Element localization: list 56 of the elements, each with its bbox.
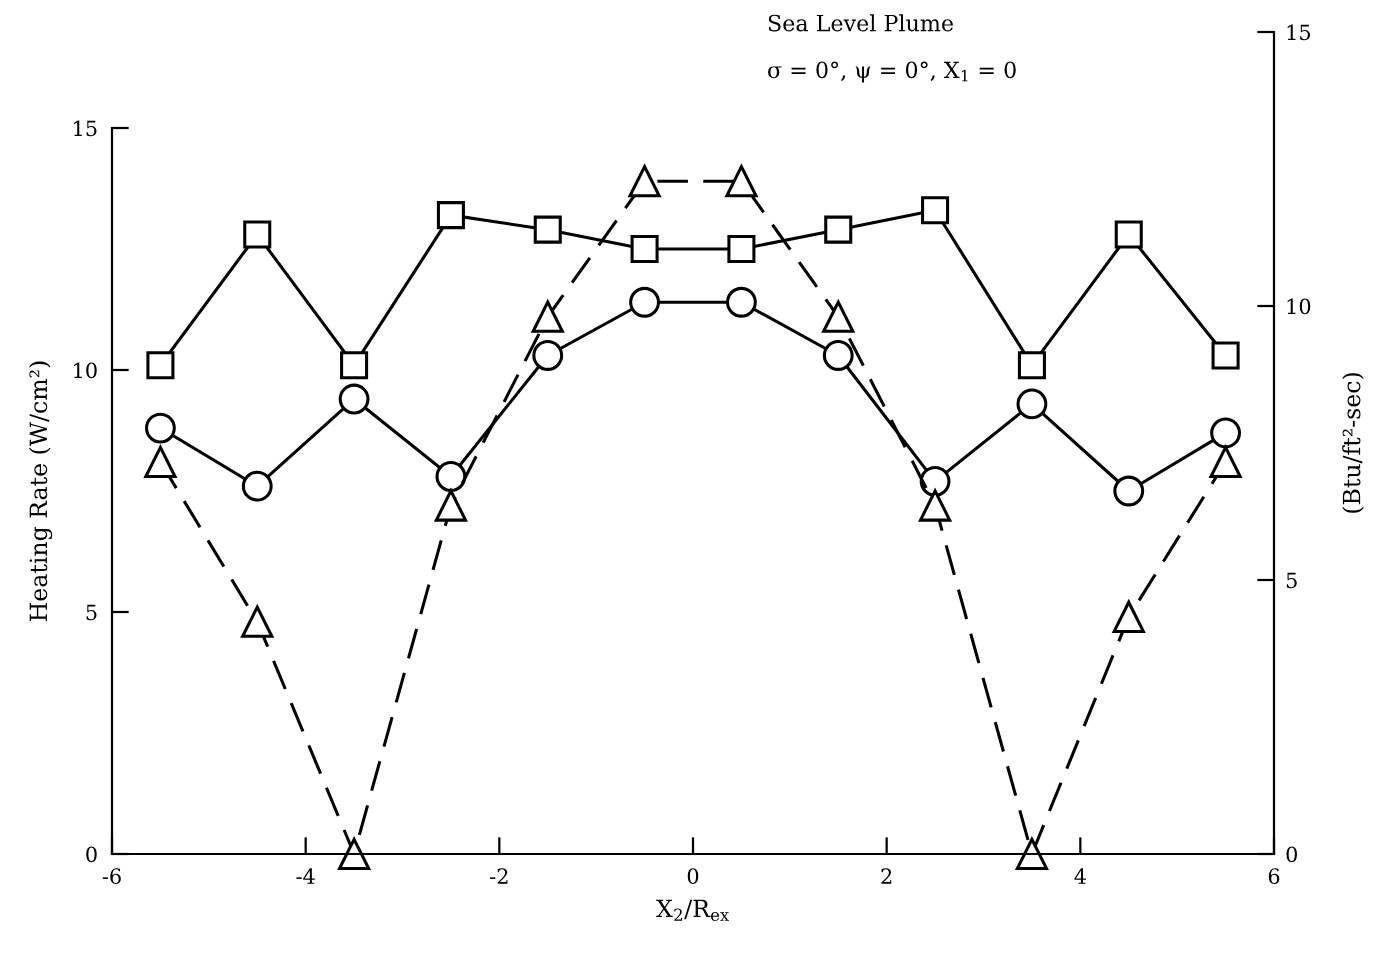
y-axis-title: Heating Rate (W/cm²) (28, 361, 53, 621)
point (725, 165, 758, 198)
y-tick-label: 15 (74, 120, 97, 137)
x-tick-label: 6 (1268, 868, 1280, 885)
point (918, 489, 952, 522)
point (1211, 341, 1240, 370)
point (821, 298, 856, 333)
point (727, 234, 756, 264)
point (1209, 445, 1242, 479)
y2-tick-label: 0 (1286, 846, 1297, 863)
point (1114, 220, 1143, 249)
point (532, 340, 564, 371)
point (337, 837, 371, 871)
point (340, 351, 369, 380)
point (921, 196, 950, 225)
x-tick-label: 4 (1074, 868, 1086, 884)
point (434, 489, 468, 522)
y-tick-label: 5 (86, 604, 97, 621)
point (629, 286, 660, 318)
point (1017, 351, 1046, 380)
point (435, 461, 467, 492)
point (146, 351, 175, 380)
point (824, 215, 853, 244)
point (1016, 388, 1048, 420)
x-tick-label: 0 (687, 868, 699, 885)
point (628, 165, 661, 198)
x-tick-label: -4 (296, 868, 315, 884)
chart-title: Sea Level Plume (768, 14, 953, 32)
x-tick-label: -2 (490, 868, 508, 884)
point (533, 215, 562, 244)
y-tick-label: 0 (86, 846, 97, 863)
point (243, 220, 272, 249)
point (145, 412, 176, 444)
x-tick-label: -6 (102, 868, 121, 885)
point (530, 298, 565, 333)
x-axis-title: X$_{2}$/R$_{ex}$ (656, 899, 730, 921)
y2-axis-title: (Btu/ft²-sec) (1342, 373, 1364, 513)
point (1015, 837, 1049, 871)
point (1210, 417, 1241, 449)
point (726, 286, 757, 318)
point (144, 445, 177, 479)
point (630, 234, 659, 264)
point (1113, 475, 1145, 507)
point (436, 201, 465, 230)
chart-subtitle: σ = 0°, ψ = 0°, X$_{1}$ = 0 (768, 61, 1016, 83)
y-tick-label: 10 (74, 362, 97, 379)
point (1112, 600, 1145, 633)
y2-tick-label: 10 (1287, 298, 1311, 315)
point (919, 465, 951, 497)
point (822, 340, 854, 371)
point (338, 383, 370, 415)
y2-tick-label: 15 (1287, 24, 1311, 41)
point (240, 603, 275, 638)
point (241, 470, 273, 502)
y2-tick-label: 5 (1286, 572, 1297, 589)
x-tick-label: 2 (881, 868, 892, 884)
